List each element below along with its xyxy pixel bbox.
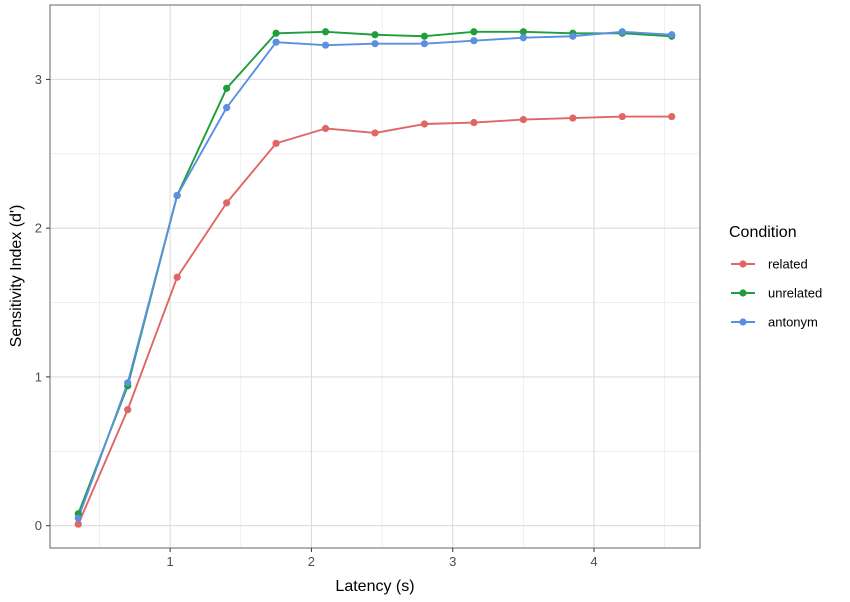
data-point-related xyxy=(74,520,82,528)
legend-label-unrelated: unrelated xyxy=(768,286,822,301)
x-tick-label: 4 xyxy=(590,554,597,569)
data-point-antonym xyxy=(173,191,181,200)
data-point-antonym xyxy=(321,41,330,49)
data-point-antonym xyxy=(668,31,676,39)
x-tick-label: 3 xyxy=(449,554,456,569)
data-point-unrelated xyxy=(371,31,379,39)
data-point-antonym xyxy=(223,104,231,112)
data-point-related xyxy=(420,120,429,128)
legend: Condition related unrelated antonym xyxy=(729,224,822,330)
data-point-antonym xyxy=(519,34,527,42)
data-point-related xyxy=(618,112,626,121)
data-point-related xyxy=(371,129,379,137)
y-axis-ticks: 0 1 2 3 xyxy=(35,72,50,533)
major-gridlines xyxy=(50,5,700,548)
data-point-antonym xyxy=(618,28,626,36)
data-point-related xyxy=(223,199,231,207)
legend-key-point-unrelated xyxy=(739,289,747,297)
data-point-related xyxy=(173,273,181,281)
series-points xyxy=(74,28,676,528)
data-point-antonym xyxy=(124,379,132,387)
plot-border xyxy=(49,4,701,549)
data-point-antonym xyxy=(272,38,280,46)
legend-key-point-related xyxy=(739,260,747,268)
y-tick-label: 3 xyxy=(35,72,42,87)
x-tick-label: 2 xyxy=(308,554,315,569)
data-point-unrelated xyxy=(321,28,330,36)
x-axis-title: Latency (s) xyxy=(335,578,414,595)
data-point-related xyxy=(124,406,132,414)
data-point-antonym xyxy=(371,40,379,48)
data-point-related xyxy=(519,115,527,124)
data-point-unrelated xyxy=(420,32,429,40)
y-tick-label: 1 xyxy=(35,369,42,384)
data-point-antonym xyxy=(470,37,478,45)
data-point-unrelated xyxy=(272,29,280,37)
data-point-unrelated xyxy=(223,84,231,92)
minor-gridlines xyxy=(50,5,700,548)
x-tick-label: 1 xyxy=(166,554,173,569)
y-tick-label: 0 xyxy=(35,518,42,533)
data-point-related xyxy=(321,124,330,133)
data-point-related xyxy=(569,114,577,122)
legend-key-point-antonym xyxy=(739,318,747,326)
legend-label-related: related xyxy=(768,257,808,272)
data-point-related xyxy=(470,118,478,127)
data-point-related xyxy=(668,112,676,121)
data-point-unrelated xyxy=(519,28,527,36)
plot-panel xyxy=(50,5,700,548)
x-axis-ticks: 1 2 3 4 xyxy=(166,548,598,569)
data-point-antonym xyxy=(569,32,577,40)
y-axis-title: Sensitivity Index (d') xyxy=(8,205,25,348)
legend-title: Condition xyxy=(729,224,797,241)
data-point-related xyxy=(272,139,280,147)
y-tick-label: 2 xyxy=(35,221,42,236)
data-point-antonym xyxy=(74,514,82,522)
data-point-antonym xyxy=(420,40,429,48)
legend-label-antonym: antonym xyxy=(768,315,818,330)
data-point-unrelated xyxy=(470,28,478,36)
